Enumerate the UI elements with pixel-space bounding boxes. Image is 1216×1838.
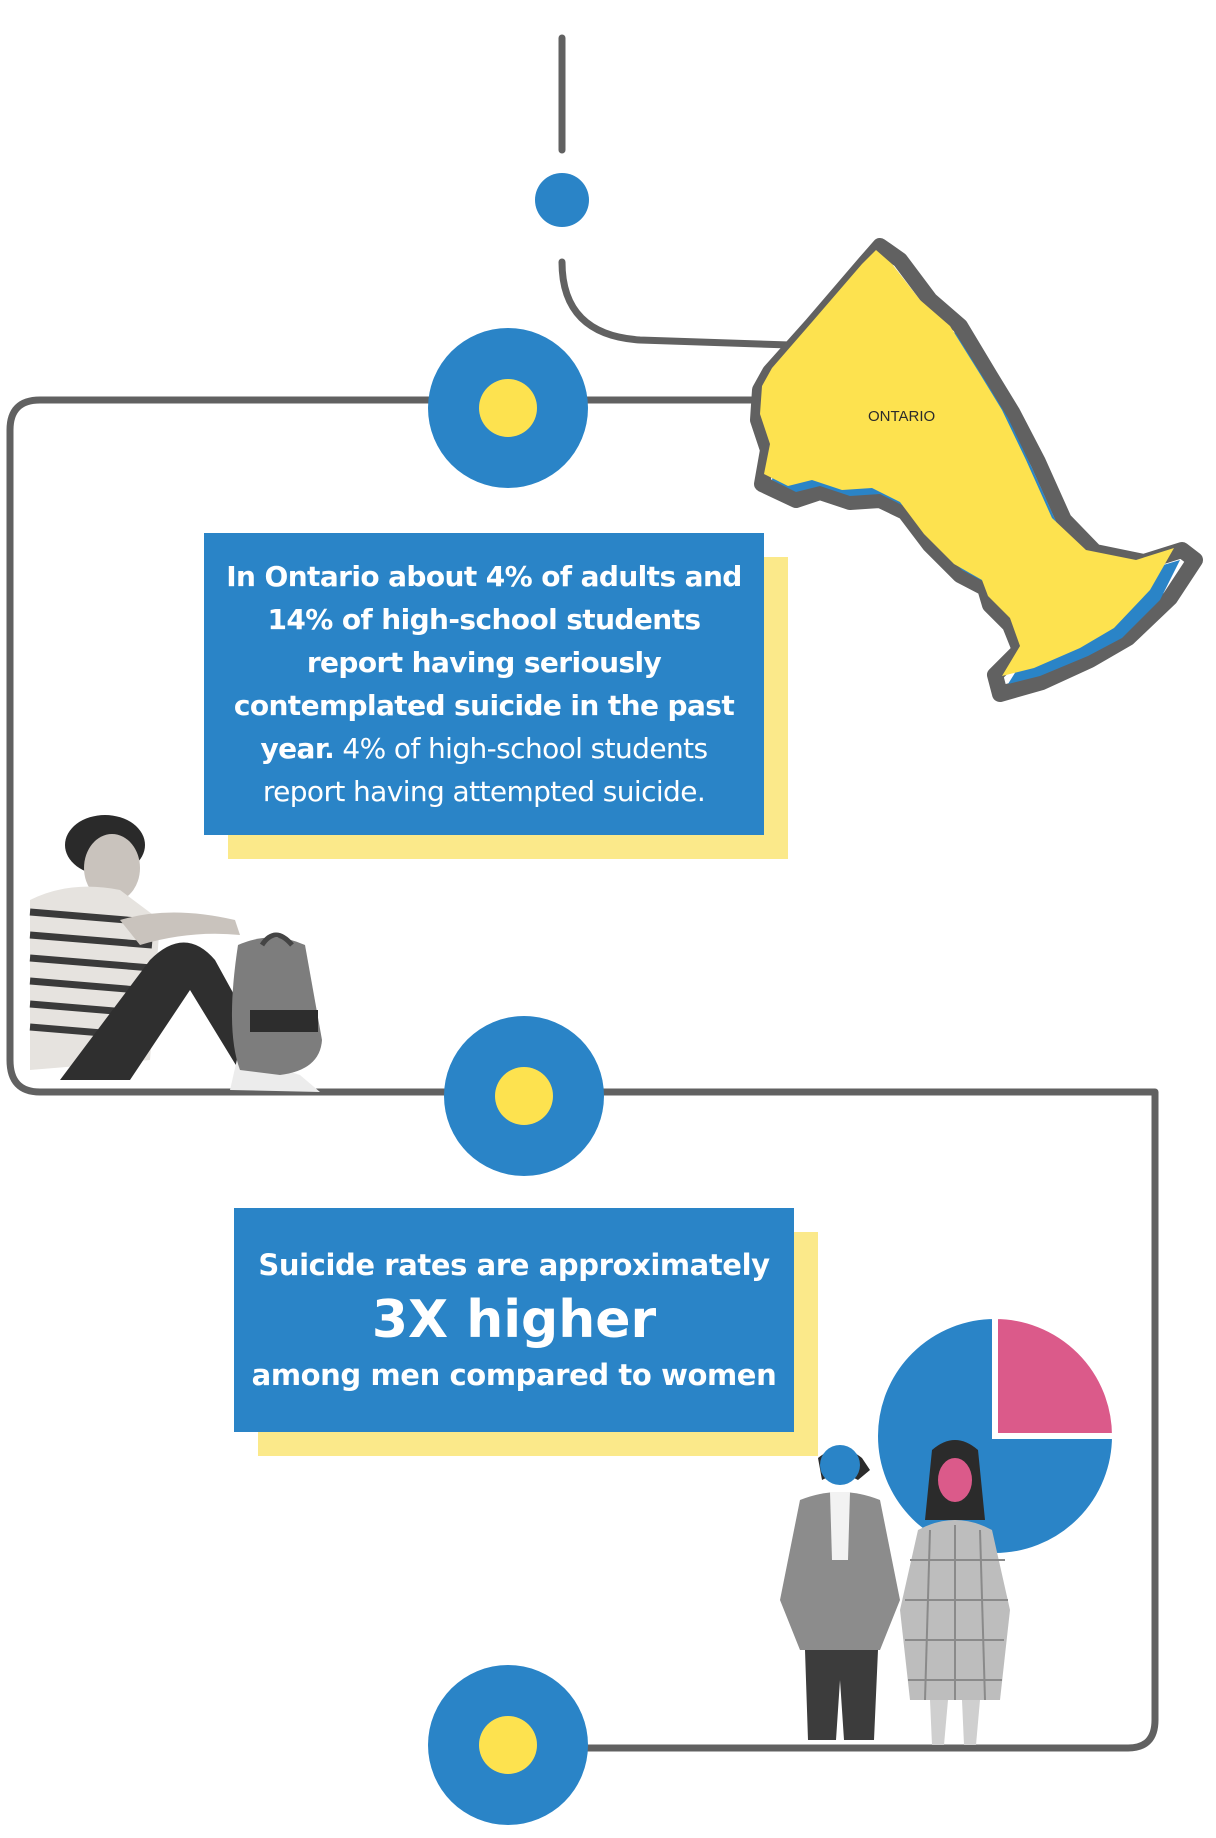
stat-box-2-outro: among men compared to women	[251, 1358, 777, 1392]
stat-box-1-line: 14% of high-school students	[267, 603, 701, 636]
stat-box-1-line: In Ontario about 4% of adults and	[226, 560, 742, 593]
stat-box-1-line: year. 4% of high-school students	[260, 732, 709, 765]
stat-box-2-headline: 3X higher	[371, 1290, 657, 1350]
stat-box-2-intro: Suicide rates are approximately	[258, 1248, 770, 1282]
timeline-dot-small	[535, 173, 589, 227]
timeline-connector	[6, 34, 1159, 1752]
timeline-node-2	[444, 1016, 604, 1176]
couple-image	[780, 1440, 1010, 1745]
ontario-map-label: ONTARIO	[868, 408, 936, 425]
stat-box-adults-students: In Ontario about 4% of adults and 14% of…	[204, 533, 764, 835]
timeline-node-3	[428, 1665, 588, 1825]
stat-box-gender-rates: Suicide rates are approximately 3X highe…	[234, 1208, 794, 1432]
stat-box-1-line: report having seriously	[306, 646, 662, 679]
timeline-node-1	[428, 328, 588, 488]
stat-box-1-line: contemplated suicide in the past	[233, 689, 735, 722]
stat-box-1-line: report having attempted suicide.	[262, 775, 706, 808]
pie-slice-women	[992, 1312, 1119, 1439]
gender-pie-chart	[872, 1312, 1119, 1559]
ontario-map	[750, 238, 1203, 702]
student-with-backpack-image	[29, 815, 322, 1092]
